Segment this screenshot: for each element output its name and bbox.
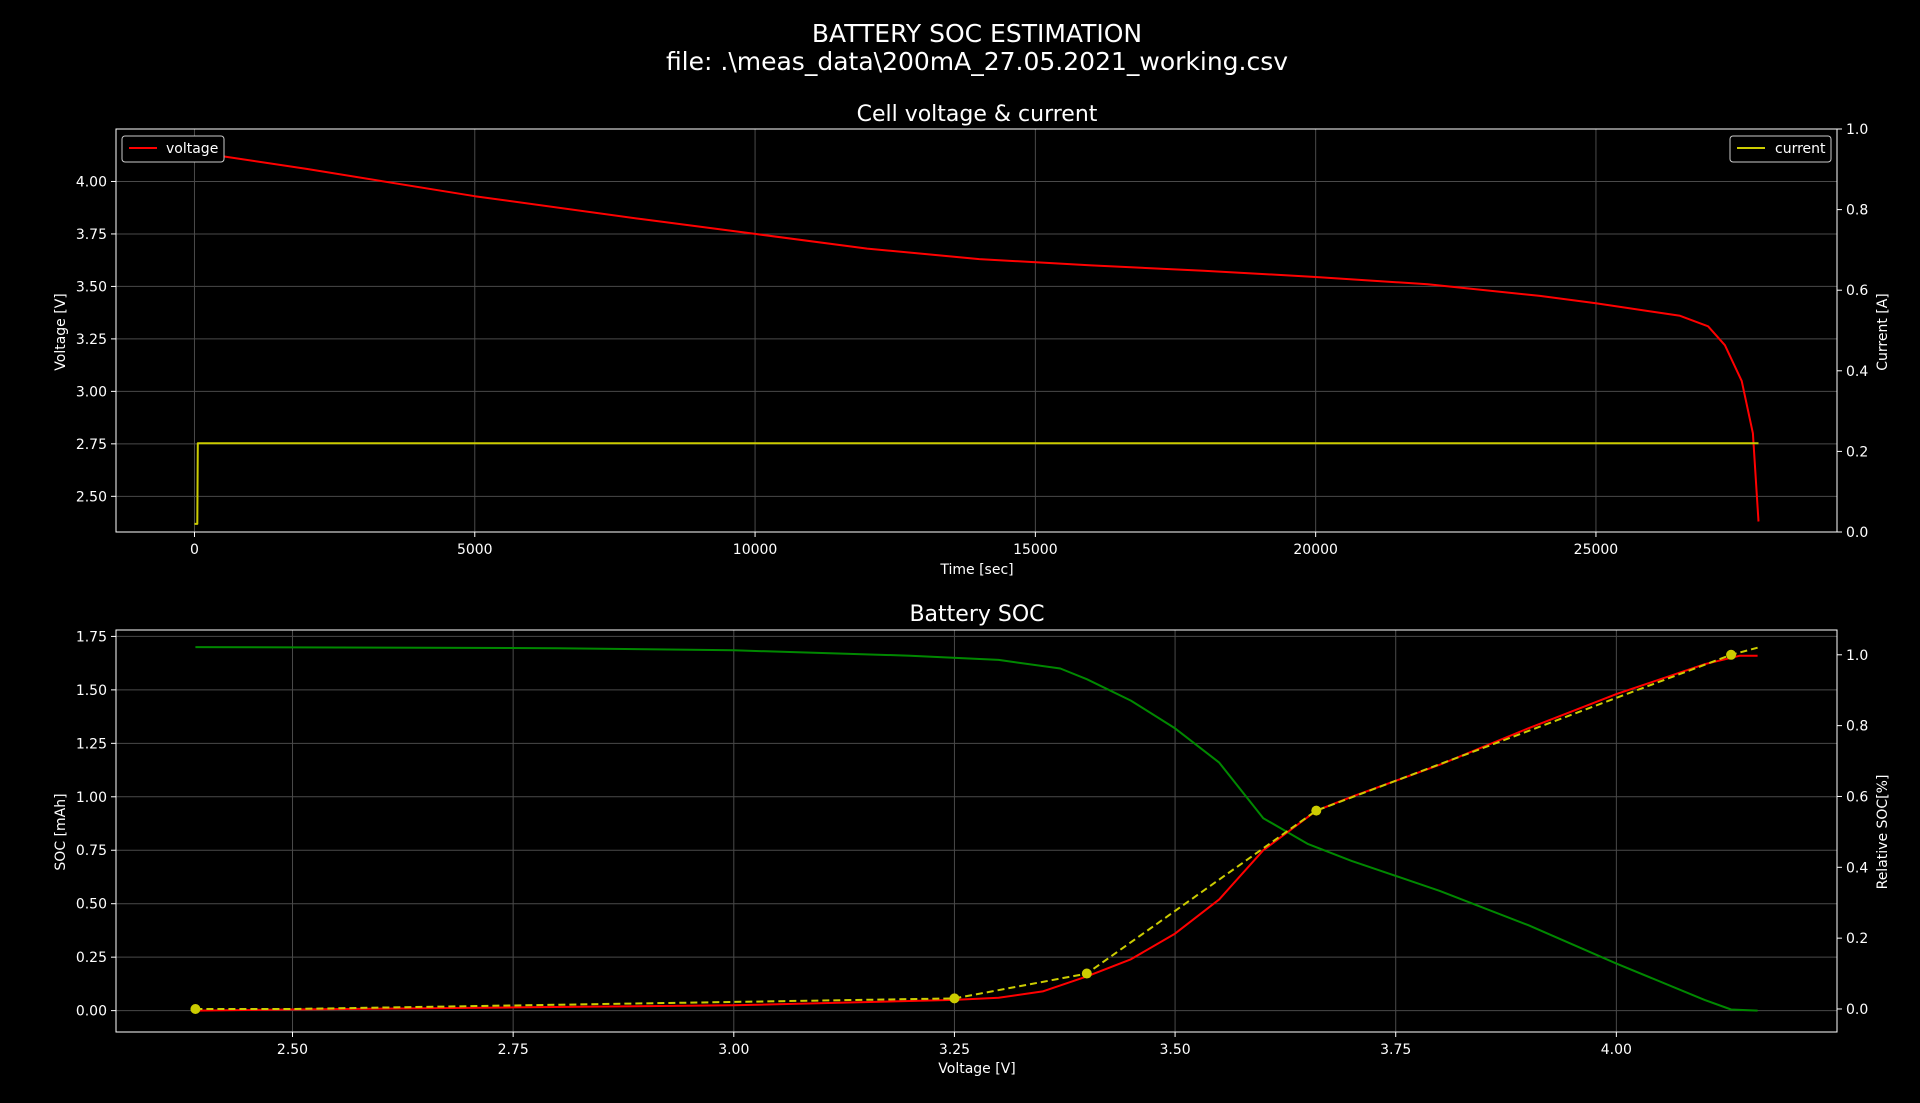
axes-frame [115, 629, 1838, 1033]
x-tick-label: 5000 [457, 542, 493, 558]
x-tick-label: 25000 [1574, 542, 1619, 558]
y-axis-right-label: Relative SOC[%] [1875, 775, 1891, 890]
plot-area: 0 5000 10000 15000 20000 25000 2.50 2.75 3.00 3.2… [76, 122, 1869, 558]
series-marker [949, 993, 960, 1004]
series-marker [1726, 649, 1737, 660]
y-tick-label: 4.00 [76, 174, 107, 190]
y-tick-label: 0.75 [76, 843, 107, 859]
y-right-tick-label: 0.2 [1846, 444, 1868, 460]
y-tick-label: 3.25 [76, 332, 107, 348]
y-right-tick-label: 0.4 [1846, 860, 1868, 876]
series-marker [1311, 805, 1322, 816]
y-tick-label: 1.00 [76, 790, 107, 806]
battery-soc-chart: 2.50 2.75 3.00 3.25 3.50 3.75 4.00 0.00 0.25 0.50… [53, 602, 1891, 1077]
y-tick-label: 3.50 [76, 279, 107, 295]
x-tick-label: 10000 [733, 542, 778, 558]
y-tick-label: 0.50 [76, 897, 107, 913]
y-tick-label: 0.25 [76, 950, 107, 966]
series-line-current [194, 442, 1759, 525]
y-axis-label: Voltage [V] [53, 293, 69, 370]
legend-label-voltage: voltage [166, 141, 218, 157]
y-tick-label: 2.75 [76, 437, 107, 453]
legend-right: current [1729, 135, 1832, 163]
y-tick-label: 2.50 [76, 489, 107, 505]
figure-title: BATTERY SOC ESTIMATION [812, 19, 1142, 48]
x-tick-label: 3.75 [1380, 1042, 1411, 1058]
x-axis-label: Time [sec] [939, 562, 1013, 578]
axes-frame [115, 128, 1838, 533]
y-right-tick-label: 0.0 [1846, 1002, 1868, 1018]
x-tick-label: 3.25 [939, 1042, 970, 1058]
chart-title: Cell voltage & current [857, 102, 1098, 127]
voltage-current-chart: 0 5000 10000 15000 20000 25000 2.50 2.75 3.00 3.2… [53, 102, 1891, 578]
x-tick-label: 3.50 [1159, 1042, 1190, 1058]
y-right-tick-label: 1.0 [1846, 122, 1868, 138]
y-right-tick-label: 0.4 [1846, 364, 1868, 380]
y-right-tick-label: 0.8 [1846, 719, 1868, 735]
y-right-tick-label: 1.0 [1846, 648, 1868, 664]
x-tick-label: 15000 [1013, 542, 1058, 558]
chart-title: Battery SOC [909, 602, 1044, 627]
x-tick-label: 2.75 [498, 1042, 529, 1058]
y-tick-label: 3.00 [76, 384, 107, 400]
y-tick-label: 1.75 [76, 629, 107, 645]
y-right-tick-label: 0.2 [1846, 931, 1868, 947]
legend-label-current: current [1775, 141, 1826, 157]
series-line-series-0 [195, 646, 1758, 1012]
y-axis-label: SOC [mAh] [53, 793, 69, 870]
series-line-voltage [194, 149, 1760, 522]
y-axis-right-label: Current [A] [1875, 293, 1891, 371]
y-tick-label: 1.25 [76, 736, 107, 752]
x-axis-label: Voltage [V] [938, 1061, 1015, 1077]
x-tick-label: 0 [190, 542, 199, 558]
x-tick-label: 4.00 [1601, 1042, 1632, 1058]
y-tick-label: 3.75 [76, 227, 107, 243]
x-tick-label: 20000 [1293, 542, 1338, 558]
plot-area: 2.50 2.75 3.00 3.25 3.50 3.75 4.00 0.00 0.25 0.50… [76, 629, 1869, 1058]
y-right-tick-label: 0.6 [1846, 789, 1868, 805]
y-tick-label: 1.50 [76, 683, 107, 699]
legend-left: voltage [121, 135, 225, 163]
figure-subtitle: file: .\meas_data\200mA_27.05.2021_worki… [666, 47, 1288, 76]
series-line-series-1 [195, 654, 1758, 1012]
y-tick-label: 0.00 [76, 1004, 107, 1020]
y-right-tick-label: 0.0 [1846, 525, 1868, 541]
y-right-tick-label: 0.8 [1846, 203, 1868, 219]
x-tick-label: 2.50 [277, 1042, 308, 1058]
series-marker [1081, 968, 1092, 979]
series-marker [190, 1003, 201, 1014]
y-right-tick-label: 0.6 [1846, 283, 1868, 299]
x-tick-label: 3.00 [718, 1042, 749, 1058]
